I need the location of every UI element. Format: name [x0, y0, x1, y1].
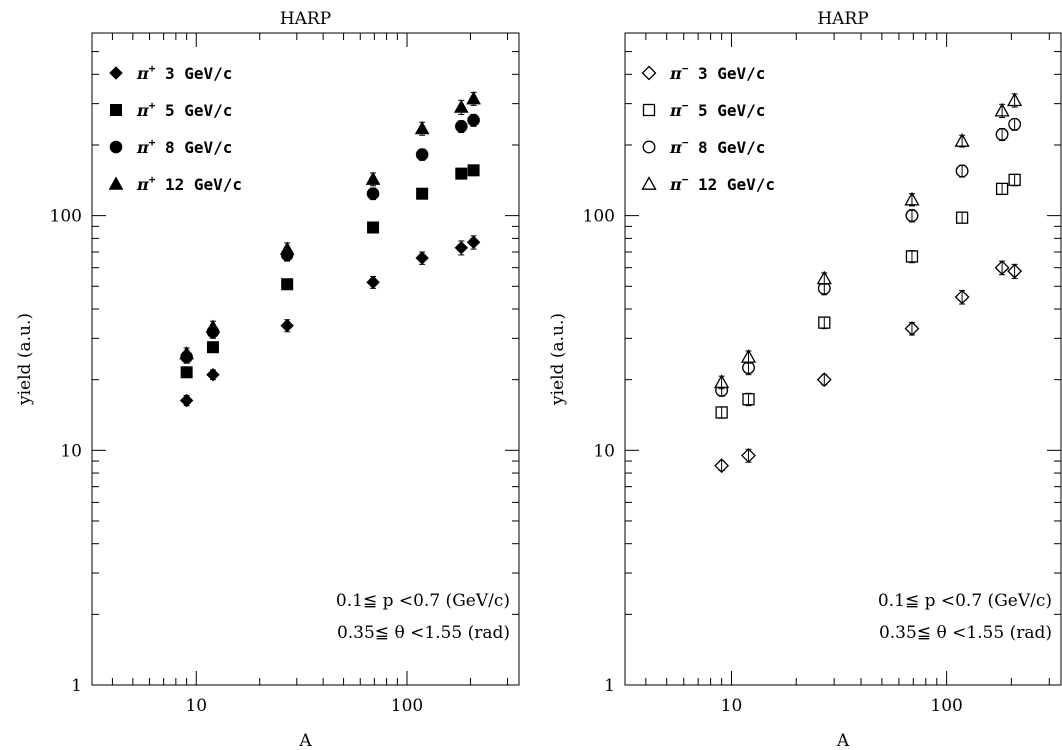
- data-point: [206, 341, 219, 354]
- data-point: [415, 148, 429, 161]
- x-tick-label: 10: [721, 696, 743, 716]
- y-tick-label: 1: [604, 676, 615, 696]
- data-point: [466, 235, 481, 249]
- y-tick-label: 1: [71, 676, 82, 696]
- legend-label: π+ 8 GeV/c: [136, 136, 232, 157]
- plot-frame: [91, 32, 520, 686]
- legend-marker: [642, 140, 656, 154]
- data-point: [179, 346, 194, 360]
- y-axis-label: yield (a.u.): [15, 313, 35, 406]
- series-4: [179, 91, 481, 361]
- series-3: [715, 117, 1022, 397]
- annotation: 0.1≦ p <0.7 (GeV/c): [336, 591, 510, 611]
- legend: π− 3 GeV/c π− 5 GeV/c π− 8 GeV/c π− 12 GeV/…: [641, 62, 775, 194]
- series-2: [715, 173, 1021, 419]
- x-tick-label: 10: [185, 696, 207, 716]
- legend-label: π+ 3 GeV/c: [136, 62, 232, 83]
- annotation: 0.1≦ p <0.7 (GeV/c): [878, 591, 1052, 611]
- data-point: [366, 187, 380, 200]
- data-point: [466, 91, 481, 105]
- legend-marker: [109, 140, 123, 154]
- legend-marker: [109, 66, 123, 80]
- plot-frame: [624, 32, 1062, 686]
- x-axis-label: A: [836, 731, 850, 750]
- series-1: [714, 260, 1023, 474]
- series-2: [180, 164, 480, 379]
- data-point: [453, 99, 469, 113]
- legend-label: π− 8 GeV/c: [669, 136, 765, 157]
- data-point: [180, 366, 193, 379]
- legend-marker: [110, 104, 122, 116]
- x-tick-label: 100: [391, 696, 423, 716]
- legend-marker: [641, 65, 657, 81]
- data-point: [467, 113, 480, 127]
- data-point: [366, 275, 380, 289]
- y-ticks: [625, 32, 1061, 686]
- y-tick-label: 100: [583, 207, 615, 227]
- data-point: [415, 251, 429, 265]
- legend-label: π− 5 GeV/c: [669, 99, 765, 120]
- series-1: [179, 235, 481, 408]
- x-axis-label: A: [298, 731, 312, 750]
- legend-label: π− 3 GeV/c: [669, 62, 765, 83]
- x-ticks: [645, 33, 1050, 685]
- data-point: [416, 187, 429, 200]
- legend-marker: [108, 176, 124, 190]
- legend-label: π− 12 GeV/c: [669, 173, 775, 194]
- chart-title: HARP: [280, 9, 331, 29]
- annotation: 0.35≦ θ <1.55 (rad): [879, 623, 1052, 643]
- y-axis-label: yield (a.u.): [548, 313, 568, 406]
- y-tick-label: 10: [60, 441, 82, 461]
- x-tick-label: 100: [930, 696, 962, 716]
- data-point: [414, 121, 430, 135]
- data-point: [454, 240, 469, 255]
- data-point: [179, 393, 194, 408]
- data-point: [280, 318, 294, 333]
- y-ticks: [92, 32, 519, 686]
- x-ticks: [111, 33, 509, 685]
- series-4: [714, 92, 1023, 390]
- data-point: [206, 367, 220, 382]
- y-tick-label: 10: [593, 441, 615, 461]
- data-point: [281, 278, 294, 291]
- legend-label: π+ 12 GeV/c: [136, 173, 242, 194]
- legend-marker: [642, 103, 656, 117]
- data-point: [365, 171, 381, 185]
- annotation: 0.35≦ θ <1.55 (rad): [337, 623, 510, 643]
- chart-title: HARP: [817, 9, 868, 29]
- y-tick-label: 100: [50, 207, 82, 227]
- data-point: [455, 167, 468, 180]
- data-point: [367, 221, 380, 234]
- legend: π+ 3 GeV/c π+ 5 GeV/c π+ 8 GeV/c π+ 12 GeV/…: [108, 62, 242, 194]
- data-point: [467, 164, 480, 177]
- data-point: [279, 241, 295, 255]
- data-point: [455, 120, 468, 133]
- legend-marker: [641, 176, 657, 190]
- data-point: [205, 319, 221, 333]
- legend-label: π+ 5 GeV/c: [136, 99, 232, 120]
